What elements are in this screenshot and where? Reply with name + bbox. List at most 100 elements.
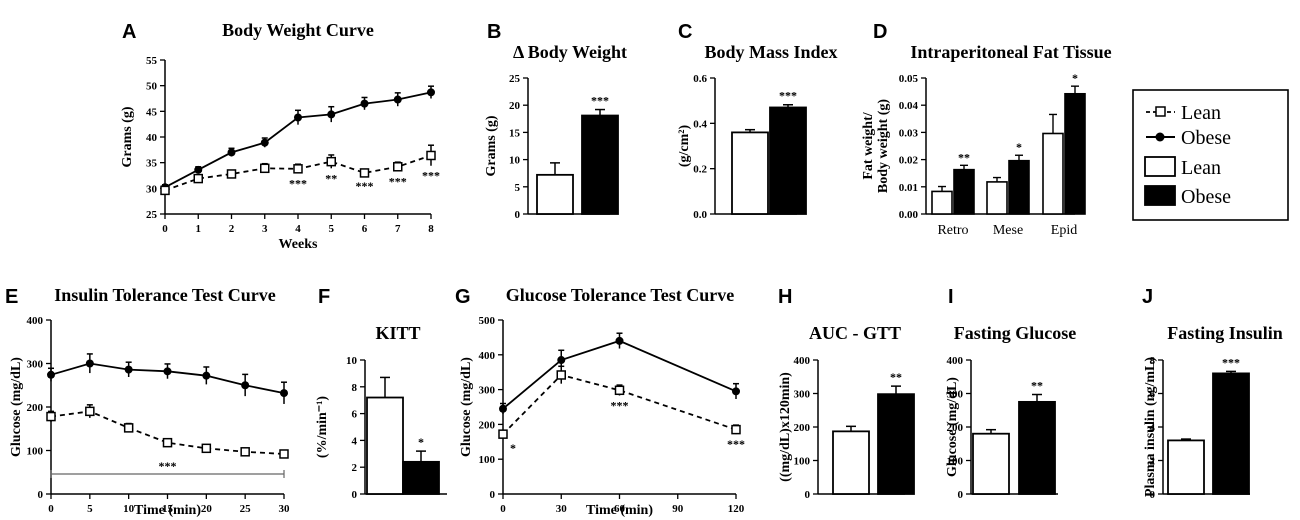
significance-marker: ** xyxy=(958,150,970,164)
x-tick-label: 90 xyxy=(672,503,684,515)
x-axis-label: Weeks xyxy=(279,237,318,252)
bar-lean xyxy=(1167,439,1205,495)
series-obese-point xyxy=(124,365,133,374)
legend-obese-marker-swatch xyxy=(1155,132,1165,142)
panel-letter-i: I xyxy=(948,286,954,308)
y-tick-label: 300 xyxy=(27,359,44,371)
y-tick-label: 300 xyxy=(479,385,496,397)
significance-marker: * xyxy=(418,435,424,449)
series-obese-point xyxy=(163,367,172,376)
y-tick-label: 100 xyxy=(27,446,44,458)
significance-marker: * xyxy=(1016,140,1022,154)
series-lean-point xyxy=(160,185,170,196)
series-lean-point xyxy=(193,173,203,184)
series-obese-point xyxy=(615,336,624,345)
significance-marker: * xyxy=(510,441,516,455)
chart-title: Δ Body Weight xyxy=(513,42,627,62)
bar-lean-mese xyxy=(986,181,1008,215)
x-tick-label: 5 xyxy=(329,223,335,235)
y-axis-label: Plasma insulin (ng/mL) xyxy=(1143,357,1158,497)
y-tick-label: 30 xyxy=(146,183,158,195)
series-lean-point xyxy=(46,411,56,422)
y-axis-label: Glucose (mg/dL) xyxy=(459,357,474,457)
series-obese-point xyxy=(499,404,507,413)
y-tick-label: 0.6 xyxy=(693,73,707,85)
y-tick-label: 0 xyxy=(38,489,44,501)
significance-marker: *** xyxy=(611,399,629,413)
series-lean-point xyxy=(426,150,436,161)
y-tick-label: 4 xyxy=(1150,422,1156,434)
significance-marker: *** xyxy=(422,169,440,183)
series-obese-point xyxy=(85,359,94,368)
y-tick-label: 40 xyxy=(146,132,158,144)
series-obese-point xyxy=(427,88,435,97)
y-tick-label: 0 xyxy=(352,489,358,501)
bar-obese xyxy=(402,460,440,495)
series-obese-point xyxy=(47,370,55,379)
x-tick-label: 30 xyxy=(279,503,291,515)
y-tick-label: 0.0 xyxy=(693,209,707,221)
y-tick-label: 20 xyxy=(509,100,521,112)
bar-lean xyxy=(832,430,870,495)
legend-label-lean-bar: Lean xyxy=(1181,157,1221,179)
series-obese-point xyxy=(294,113,302,122)
x-tick-label: 2 xyxy=(229,223,235,235)
x-tick-label: 0 xyxy=(48,503,54,515)
significance-marker: *** xyxy=(356,179,374,193)
x-tick-label: 25 xyxy=(240,503,252,515)
y-tick-label: 15 xyxy=(509,127,521,139)
y-tick-label: 0.02 xyxy=(899,155,919,167)
y-tick-label: 8 xyxy=(1150,355,1156,367)
panel-letter-a: A xyxy=(122,21,136,43)
significance-marker: *** xyxy=(779,89,797,103)
bar-obese xyxy=(1212,372,1250,495)
y-tick-label: 10 xyxy=(346,355,358,367)
series-obese-point xyxy=(280,389,288,398)
series-lean-point xyxy=(393,162,403,172)
y-tick-label: 0.04 xyxy=(899,100,919,112)
y-tick-label: 400 xyxy=(947,355,964,367)
y-tick-label: 200 xyxy=(479,419,496,431)
panel-letter-b: B xyxy=(487,21,501,43)
panel-c: C Body Mass Index 0.0 0.2 0.4 0.6 (g/cm²) *** xyxy=(677,21,838,221)
panel-letter-d: D xyxy=(873,21,887,43)
legend-lean-marker-swatch xyxy=(1155,106,1166,117)
x-tick-label: 8 xyxy=(428,223,434,235)
y-tick-label: 0.4 xyxy=(693,118,707,130)
series-obese-point xyxy=(241,381,250,390)
y-tick-label: 0 xyxy=(958,489,964,501)
y-tick-label: 0.2 xyxy=(693,164,707,176)
y-tick-label: 300 xyxy=(794,389,811,401)
legend-obese-bar-swatch xyxy=(1144,185,1176,206)
y-tick-label: 10 xyxy=(509,155,521,167)
panel-d: D Intraperitoneal Fat Tissue 0.00 0.01 0.02 0… xyxy=(861,21,1112,238)
bar-obese-epid xyxy=(1064,92,1086,215)
y-tick-label: 0 xyxy=(805,489,811,501)
y-tick-label: 0 xyxy=(515,209,521,221)
y-tick-label: 6 xyxy=(352,409,358,421)
series-lean-point xyxy=(556,370,566,380)
y-tick-label: 0.05 xyxy=(899,73,919,85)
y-tick-label: 200 xyxy=(947,422,964,434)
x-axis-label: Time (min) xyxy=(586,503,653,518)
bar-lean-epid xyxy=(1042,132,1064,215)
y-axis-label: Grams (g) xyxy=(484,115,499,176)
bar-lean xyxy=(972,432,1010,495)
legend-lean-bar-swatch xyxy=(1144,156,1176,177)
significance-marker: * xyxy=(1072,71,1078,85)
bar-obese-mese xyxy=(1008,159,1030,215)
y-axis-label: Glucose (mg/dL) xyxy=(9,357,24,457)
y-tick-label: 0 xyxy=(1150,489,1156,501)
y-tick-label: 100 xyxy=(947,456,964,468)
y-axis-label: Grams (g) xyxy=(120,106,135,167)
x-tick-label: 60 xyxy=(614,503,626,515)
chart-title: Body Weight Curve xyxy=(222,20,374,40)
y-tick-label: 400 xyxy=(27,315,44,327)
x-tick-label: 0 xyxy=(500,503,506,515)
legend: Lean Obese Lean Obese xyxy=(1132,89,1289,221)
panel-letter-h: H xyxy=(778,286,792,308)
x-tick-label: 3 xyxy=(262,223,268,235)
y-tick-label: 6 xyxy=(1150,389,1156,401)
